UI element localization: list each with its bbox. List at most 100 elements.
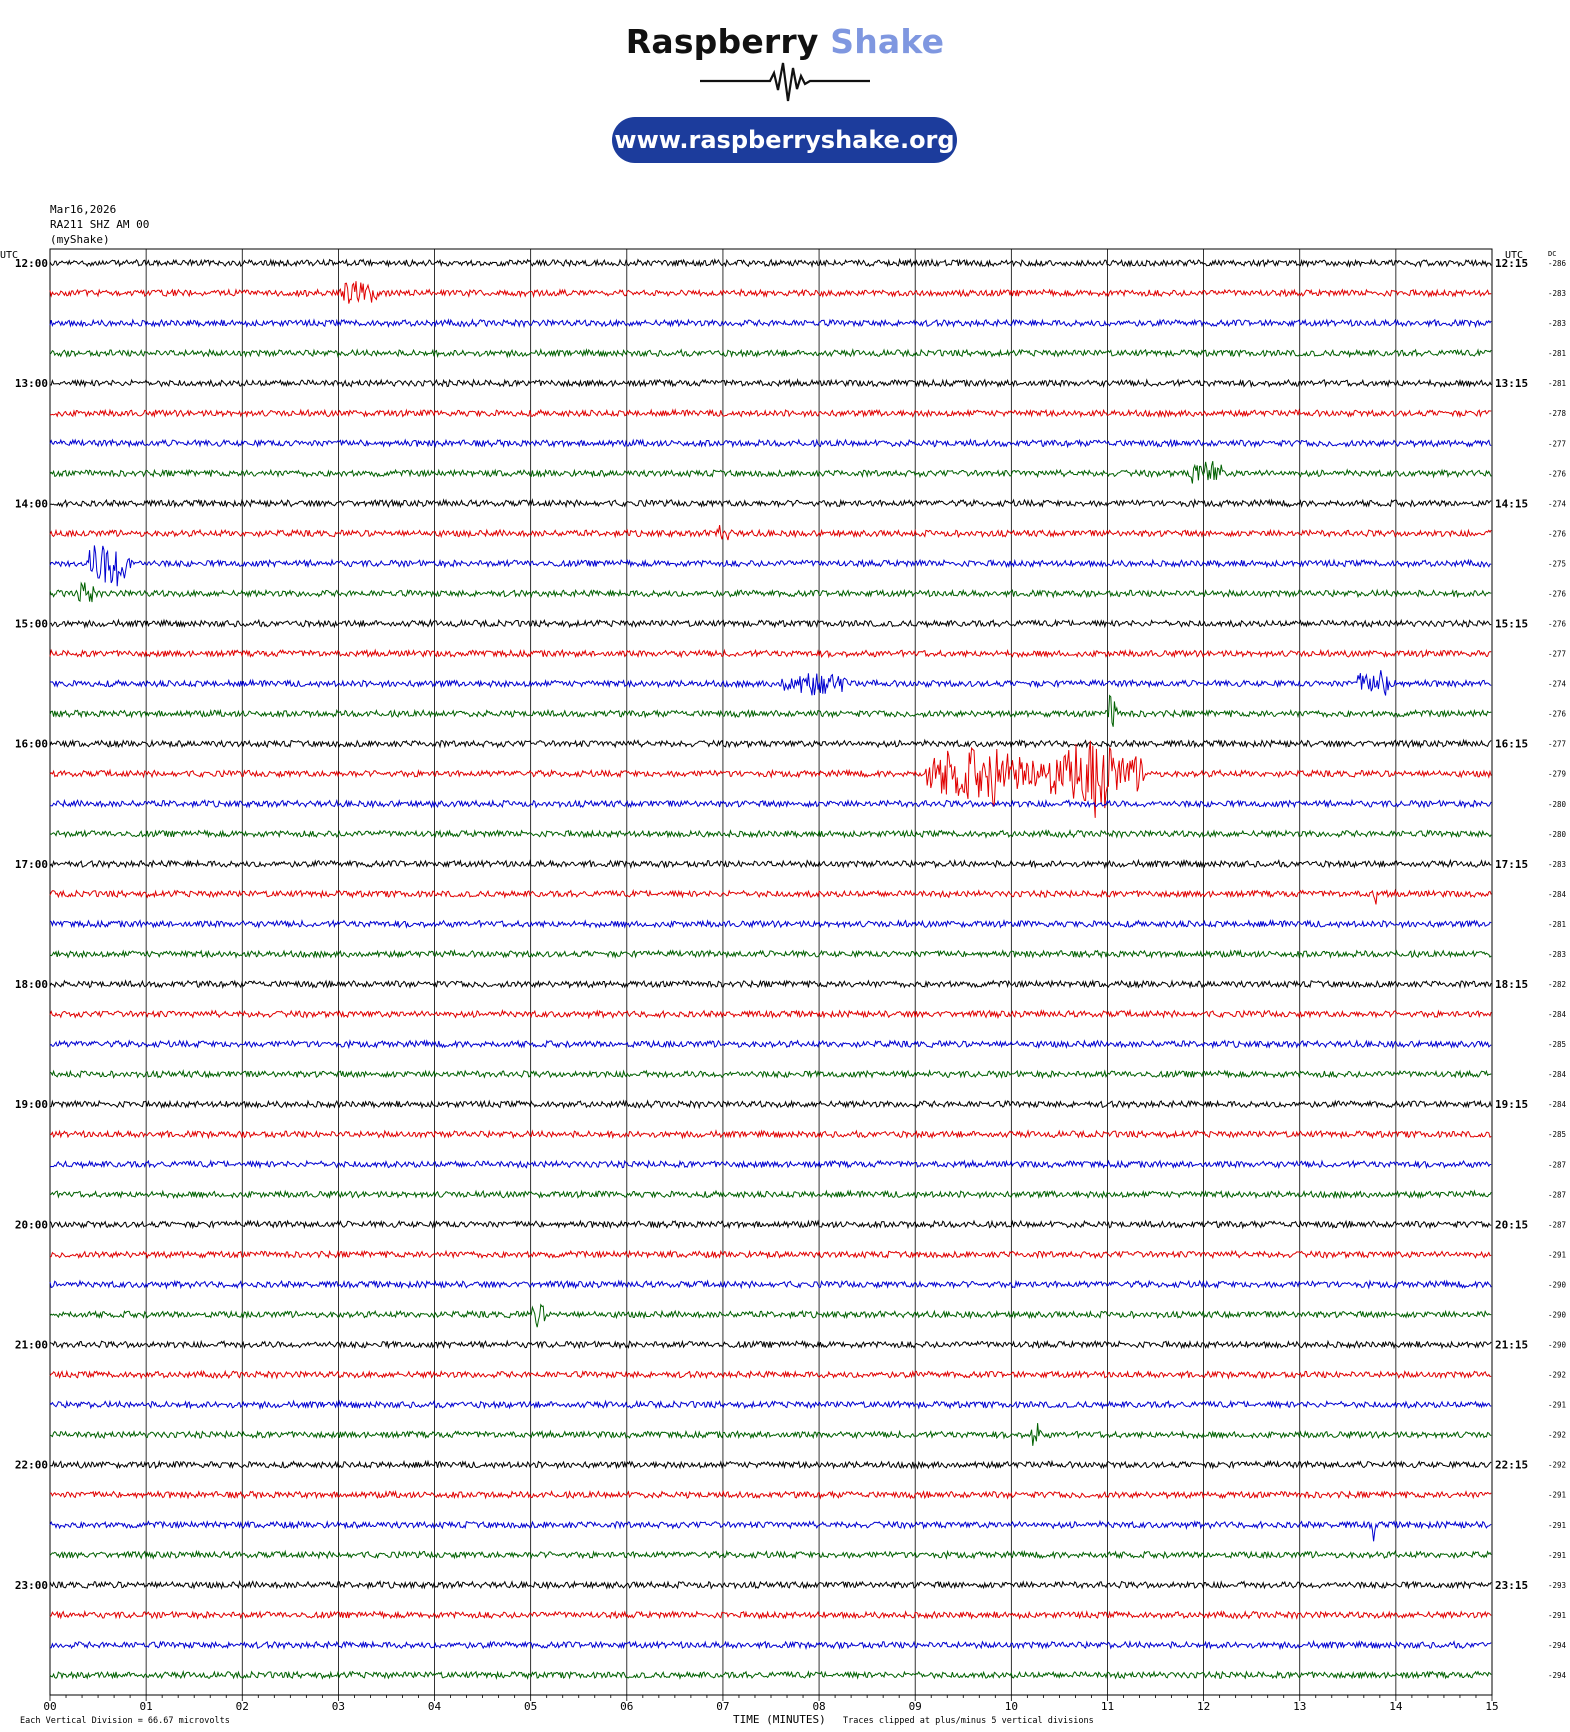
seismic-trace (49, 545, 1492, 587)
dc-offset-value: -283 (1548, 319, 1566, 328)
dc-offset-value: -281 (1548, 920, 1566, 929)
seismic-trace (49, 1399, 1492, 1410)
dc-offset-value: -292 (1548, 1371, 1566, 1380)
x-tick-label: 12 (1197, 1700, 1210, 1713)
seismic-trace (49, 1279, 1492, 1290)
x-tick-label: 09 (909, 1700, 922, 1713)
raspberry-shake-logo: Raspberry Shake www.raspberryshake.org (0, 0, 1570, 180)
seismic-trace (50, 1099, 1492, 1110)
seismic-trace (49, 1159, 1492, 1170)
dc-offset-value: -283 (1548, 289, 1566, 298)
seismic-trace (49, 1580, 1492, 1590)
seismic-trace (49, 525, 1492, 541)
hour-label-left: 21:00 (15, 1339, 48, 1352)
dc-offset-value: -280 (1548, 830, 1567, 839)
hour-label-right: 13:15 (1495, 377, 1528, 390)
hour-label-left: 17:00 (15, 858, 48, 871)
dc-offset-value: -292 (1548, 1431, 1566, 1440)
x-tick-label: 15 (1485, 1700, 1498, 1713)
seismic-trace (49, 1423, 1492, 1446)
seismic-trace (49, 738, 1492, 749)
x-tick-label: 00 (43, 1700, 56, 1713)
hour-label-right: 23:15 (1495, 1579, 1528, 1592)
seismic-trace (49, 648, 1492, 659)
x-tick-label: 04 (428, 1700, 442, 1713)
seismic-trace (49, 1609, 1492, 1620)
x-tick-label: 03 (332, 1700, 345, 1713)
dc-offset-value: -281 (1548, 379, 1566, 388)
seismic-trace (49, 1039, 1492, 1050)
right-axis-label: UTC (1505, 250, 1523, 261)
clipping-note: Traces clipped at plus/minus 5 vertical … (843, 1716, 1094, 1726)
dc-offset-value: -277 (1548, 740, 1566, 749)
dc-offset-value: -290 (1548, 1280, 1567, 1289)
dc-offset-value: -293 (1548, 1581, 1566, 1590)
seismic-trace (49, 257, 1492, 269)
seismic-trace (49, 948, 1492, 959)
x-tick-label: 02 (236, 1700, 249, 1713)
dc-offset-value: -276 (1548, 589, 1567, 598)
dc-label: DC (1548, 250, 1556, 258)
seismic-trace (49, 318, 1492, 329)
hour-label-right: 15:15 (1495, 618, 1528, 631)
dc-offset-value: -276 (1548, 710, 1567, 719)
hour-label-right: 22:15 (1495, 1459, 1528, 1472)
seismic-trace (49, 1219, 1492, 1230)
dc-offset-value: -294 (1548, 1641, 1567, 1650)
dc-offset-value: -286 (1548, 259, 1567, 268)
seismic-trace (49, 281, 1492, 304)
seismic-trace (49, 694, 1492, 727)
hour-label-right: 20:15 (1495, 1218, 1528, 1231)
dc-offset-value: -275 (1548, 559, 1566, 568)
x-tick-label: 08 (812, 1700, 825, 1713)
seismic-trace (49, 1549, 1492, 1560)
hour-label-left: 18:00 (15, 978, 48, 991)
dc-offset-value: -277 (1548, 650, 1566, 659)
seismic-trace (49, 347, 1492, 359)
seismic-trace (49, 1249, 1492, 1260)
x-tick-label: 10 (1005, 1700, 1018, 1713)
dc-offset-value: -291 (1548, 1551, 1566, 1560)
hour-label-left: 19:00 (15, 1098, 48, 1111)
seismic-trace (49, 1069, 1492, 1080)
dc-offset-value: -279 (1548, 770, 1566, 779)
plot-frame (49, 248, 1493, 1696)
dc-offset-value: -291 (1548, 1491, 1566, 1500)
dc-offset-value: -277 (1548, 439, 1566, 448)
hour-label-left: 22:00 (15, 1459, 48, 1472)
hour-label-right: 12:15 (1495, 257, 1528, 270)
seismic-trace (49, 1339, 1492, 1350)
dc-offset-value: -294 (1548, 1671, 1567, 1680)
brand-name-part2: Shake (830, 22, 945, 61)
dc-offset-value: -283 (1548, 860, 1566, 869)
left-axis-label: UTC (0, 250, 18, 261)
x-axis-label: TIME (MINUTES) (733, 1713, 826, 1726)
dc-offset-value: -291 (1548, 1250, 1566, 1259)
website-url-badge[interactable]: www.raspberryshake.org (612, 117, 957, 163)
dc-offset-value: -284 (1548, 1070, 1567, 1079)
dc-offset-value: -276 (1548, 529, 1567, 538)
seismic-trace (50, 1639, 1492, 1651)
hour-label-left: 23:00 (15, 1579, 48, 1592)
station-code: RA211 SHZ AM 00 (50, 218, 150, 231)
seismic-trace (49, 888, 1492, 905)
seismic-trace (49, 828, 1492, 839)
hour-label-left: 20:00 (15, 1218, 48, 1231)
seismic-trace (49, 460, 1492, 484)
brand-name-part1: Raspberry (625, 22, 819, 61)
dc-offset-value: -274 (1548, 680, 1567, 689)
dc-offset-value: -287 (1548, 1190, 1566, 1199)
dc-offset-value: -285 (1548, 1040, 1566, 1049)
hour-label-right: 17:15 (1495, 858, 1528, 871)
dc-offset-value: -290 (1548, 1310, 1567, 1319)
seismic-trace (49, 858, 1492, 870)
seismic-trace (49, 1459, 1492, 1470)
vertical-division-scale: Each Vertical Division = 66.67 microvolt… (20, 1716, 230, 1726)
seismic-trace (49, 740, 1492, 818)
hour-label-left: 14:00 (15, 497, 48, 510)
x-tick-label: 07 (716, 1700, 729, 1713)
dc-offset-value: -276 (1548, 469, 1567, 478)
dc-offset-value: -291 (1548, 1611, 1566, 1620)
seismic-trace (49, 1519, 1492, 1542)
